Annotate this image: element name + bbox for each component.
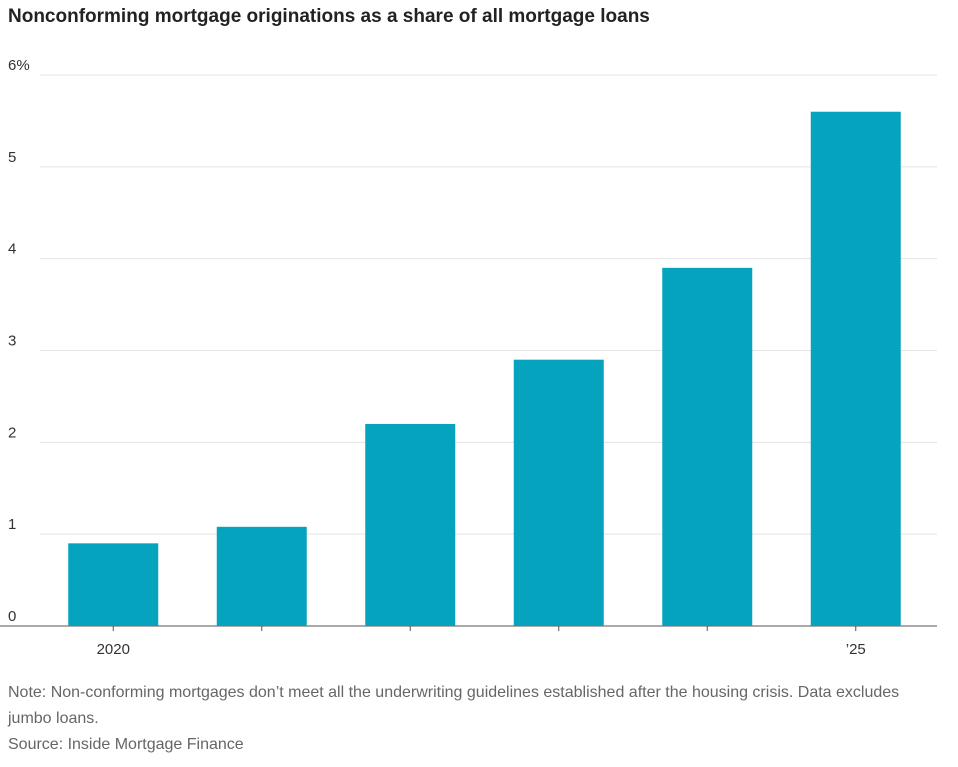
y-tick-label: 3: [8, 333, 16, 350]
y-tick-label: 5: [8, 149, 16, 166]
bar: [662, 267, 753, 626]
y-tick-label: 6%: [8, 57, 30, 74]
note: Note: Non-conforming mortgages don’t mee…: [8, 684, 900, 727]
bar: [810, 111, 901, 626]
chart-title: Nonconforming mortgage originations as a…: [8, 6, 650, 27]
bar: [365, 423, 456, 626]
y-tick-label: 0: [8, 608, 16, 625]
bar: [513, 359, 604, 626]
y-tick-label: 1: [8, 516, 16, 533]
bar: [216, 526, 307, 626]
source: Source: Inside Mortgage Finance: [8, 736, 244, 753]
y-tick-label: 4: [8, 241, 16, 258]
x-tick-label: 2020: [97, 641, 130, 658]
y-tick-label: 2: [8, 424, 16, 441]
x-tick-label: ’25: [846, 641, 866, 658]
bar: [68, 543, 159, 626]
